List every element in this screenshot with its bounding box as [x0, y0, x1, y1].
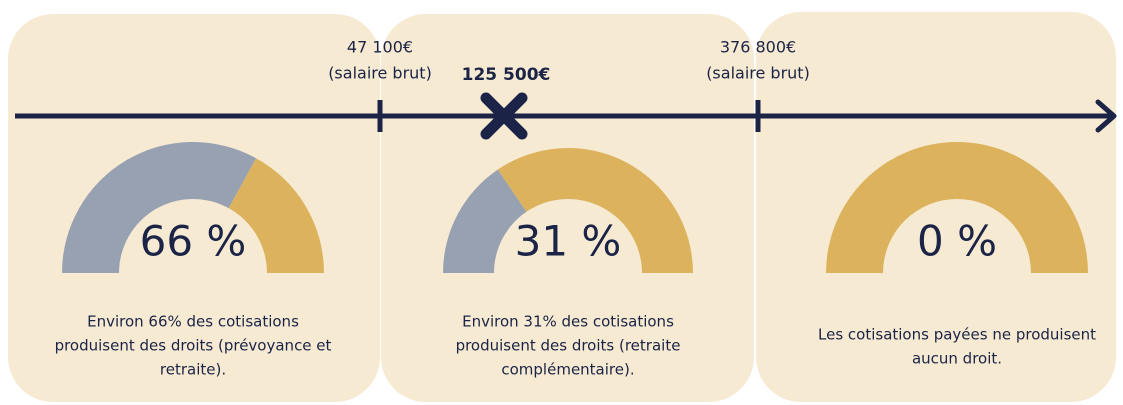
threshold-note: (salaire brut)	[328, 64, 432, 83]
gauge-label: 0 %	[917, 217, 997, 266]
panel-bg	[381, 14, 754, 402]
gauge-label: 31 %	[515, 217, 622, 266]
description: retraite).	[160, 361, 226, 379]
gauge-rest	[826, 142, 1088, 273]
description: Environ 66% des cotisations	[87, 313, 299, 331]
panel-bg	[756, 12, 1116, 402]
description: complémentaire).	[501, 361, 634, 379]
threshold-amount: 47 100€	[347, 38, 413, 57]
description: produisent des droits (prévoyance et	[55, 337, 332, 355]
marker-label: 125 500€	[462, 65, 551, 85]
threshold-note: (salaire brut)	[706, 64, 810, 83]
panel-bg	[8, 14, 380, 402]
gauge-value	[443, 169, 527, 273]
threshold-amount: 376 800€	[720, 38, 796, 57]
marker-x	[480, 92, 528, 140]
axis-arrow	[1095, 99, 1117, 133]
description: aucun droit.	[912, 350, 1002, 368]
gauge-value	[62, 142, 257, 273]
gauge-label: 66 %	[140, 217, 247, 266]
description: Environ 31% des cotisations	[462, 313, 674, 331]
description: produisent des droits (retraite	[456, 337, 681, 355]
gauge-rest	[497, 148, 693, 273]
description: Les cotisations payées ne produisent	[818, 326, 1096, 344]
gauge-rest	[228, 158, 324, 273]
